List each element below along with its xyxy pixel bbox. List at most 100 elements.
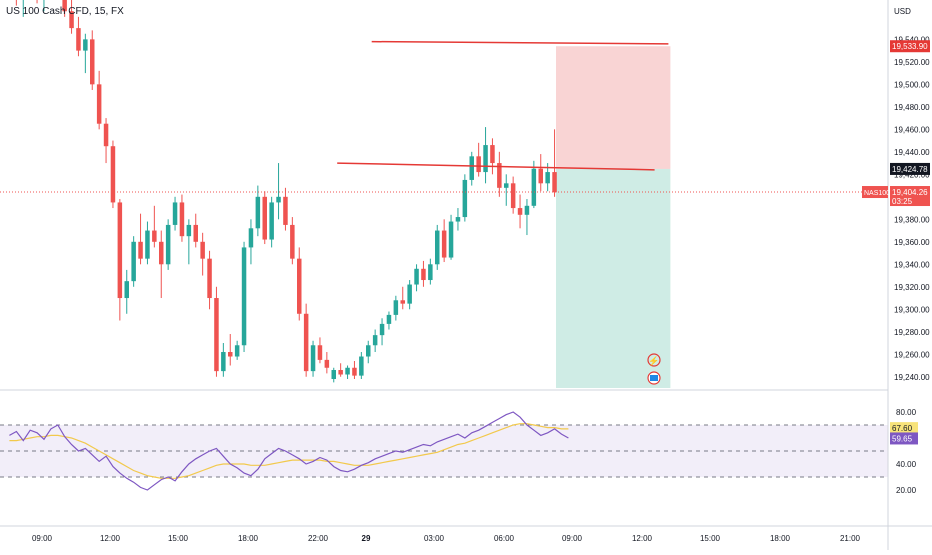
candle-16 [117, 199, 123, 321]
candle-20 [145, 221, 150, 265]
candle-body [117, 202, 123, 299]
candle-body [338, 370, 343, 375]
candle-54 [379, 318, 385, 346]
candle-19 [138, 213, 143, 265]
candle-body [331, 370, 336, 380]
candle-25 [179, 194, 185, 242]
candle-77 [538, 154, 543, 192]
candle-body [159, 241, 164, 265]
candle-21 [152, 205, 157, 248]
candle-body [414, 268, 419, 285]
rsi-tick: 20.00 [896, 486, 917, 495]
candle-body [490, 145, 495, 164]
candle-body [234, 345, 240, 357]
candle-body [96, 84, 102, 124]
candle-body [241, 247, 247, 346]
position-reward-zone [556, 168, 671, 388]
entry-price-badge: 19,424.78 [892, 165, 928, 174]
candle-43 [303, 303, 309, 377]
candle-body [435, 230, 440, 265]
candle-66 [462, 174, 468, 222]
candle-body [193, 224, 198, 242]
candle-body [400, 300, 405, 304]
candle-body [538, 168, 543, 184]
candle-57 [400, 286, 405, 310]
axis-labels: USD 19,540.00 19,520.00 19,500.00 19,480.00 1… [32, 7, 930, 543]
candle-body [386, 314, 392, 324]
candle-69 [483, 127, 488, 184]
candle-9 [69, 0, 74, 34]
candle-41 [290, 217, 295, 265]
candle-body [110, 146, 116, 203]
candle-75 [524, 199, 530, 236]
candle-22 [159, 230, 164, 299]
candle-body [359, 356, 364, 376]
rsi-ma-badge-bg [890, 422, 918, 435]
time-tick: 12:00 [100, 534, 121, 543]
rsi-pane[interactable] [0, 389, 932, 491]
candle-body [248, 228, 254, 248]
candle-36 [255, 185, 261, 237]
candle-body [524, 205, 530, 215]
rsi-tick: 80.00 [896, 408, 917, 417]
candle-body [152, 230, 157, 242]
price-tick: 19,280.00 [894, 328, 930, 337]
target-price-badge: 19,533.90 [892, 42, 928, 51]
candle-29 [207, 250, 212, 310]
candle-60 [421, 260, 426, 287]
candle-body [428, 264, 433, 281]
symbol-badge-bg [862, 186, 888, 199]
candle-body [262, 196, 267, 240]
candle-53 [372, 329, 378, 353]
candle-body [476, 156, 481, 173]
rsi-value-badge-bg [890, 432, 918, 445]
candle-17 [124, 269, 129, 314]
rsi-ma-line [9, 423, 569, 479]
candle-body [124, 281, 129, 299]
candle-37 [262, 191, 267, 245]
candle-body [324, 359, 330, 368]
time-tick: 03:00 [424, 534, 445, 543]
candle-70 [490, 138, 495, 175]
candle-body [455, 217, 461, 222]
current-price-badge: 19,404.26 [892, 188, 928, 197]
time-tick: 15:00 [168, 534, 189, 543]
rsi-tick: 40.00 [896, 460, 917, 469]
candle-body [531, 168, 537, 206]
candle-body [345, 367, 350, 375]
candle-body [131, 241, 136, 282]
price-tick: 19,360.00 [894, 238, 930, 247]
candle-body [290, 224, 295, 259]
time-tick: 21:00 [840, 534, 861, 543]
currency-label: USD [894, 7, 911, 16]
price-tick: 19,380.00 [894, 215, 930, 224]
candle-body [228, 352, 233, 357]
candle-39 [276, 163, 281, 220]
candle-body [497, 163, 502, 188]
price-tick: 19,300.00 [894, 305, 930, 314]
candle-18 [131, 236, 136, 287]
symbol-badge: NAS100 [864, 190, 890, 197]
position-tool[interactable] [556, 46, 671, 388]
candle-body [310, 345, 316, 372]
candle-body [462, 179, 468, 218]
candle-65 [455, 208, 461, 231]
candle-59 [414, 264, 419, 292]
candle-74 [517, 194, 523, 229]
trend-lines[interactable]: ⚡ [0, 40, 888, 385]
candle-body [145, 230, 150, 259]
candle-8 [62, 0, 67, 17]
entry-price-badge-bg [890, 162, 930, 175]
chart-title: US 100 Cash CFD, 15, FX [6, 6, 124, 17]
candle-71 [497, 151, 502, 197]
time-tick: 22:00 [308, 534, 329, 543]
candle-body [221, 352, 226, 372]
candle-33 [234, 340, 240, 360]
lower-line [337, 162, 655, 171]
candle-body [379, 323, 385, 336]
price-axis-bg [888, 0, 932, 550]
price-tick: 19,320.00 [894, 283, 930, 292]
